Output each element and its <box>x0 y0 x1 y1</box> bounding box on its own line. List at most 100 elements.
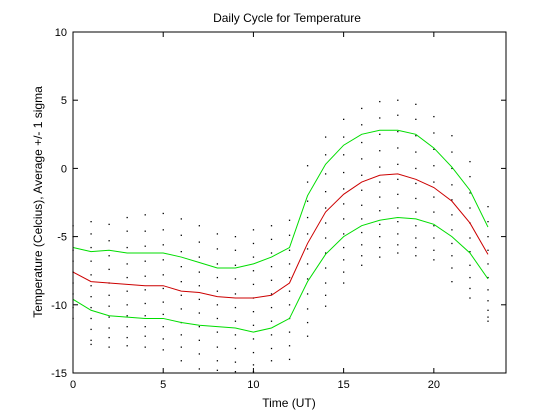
scatter-point <box>270 347 273 350</box>
scatter-point <box>162 244 164 246</box>
scatter-point <box>252 283 255 286</box>
scatter-point <box>90 285 92 287</box>
scatter-point <box>415 182 417 185</box>
y-axis-label: Temperature (Celcius), Average +/- 1 sig… <box>31 86 45 318</box>
scatter-point <box>487 300 489 302</box>
scatter-point <box>433 115 435 118</box>
scatter-point <box>126 216 128 219</box>
scatter-point <box>90 233 92 235</box>
scatter-point <box>198 368 200 370</box>
scatter-point <box>324 173 327 175</box>
scatter-point <box>487 320 489 322</box>
scatter-point <box>343 271 345 273</box>
plot-marks <box>72 99 489 373</box>
scatter-point <box>216 304 219 306</box>
scatter-point <box>379 223 381 226</box>
scatter-point <box>252 256 255 258</box>
scatter-point <box>216 263 219 265</box>
y-tick-label: -15 <box>51 368 67 380</box>
scatter-point <box>343 203 345 205</box>
scatter-point <box>324 237 327 239</box>
scatter-point <box>343 136 345 138</box>
scatter-point <box>90 260 92 262</box>
scatter-point <box>306 216 309 219</box>
scatter-point <box>234 334 237 336</box>
scatter-point <box>306 263 309 265</box>
scatter-point <box>216 290 219 292</box>
scatter-point <box>306 248 309 250</box>
scatter-point <box>487 221 489 223</box>
scatter-point <box>198 353 200 355</box>
scatter-point <box>451 255 453 257</box>
scatter-point <box>126 230 128 232</box>
scatter-point <box>379 133 381 135</box>
scatter-point <box>361 244 363 246</box>
scatter-point <box>469 297 471 299</box>
scatter-point <box>324 207 327 209</box>
scatter-point <box>361 158 363 160</box>
scatter-point <box>433 181 435 183</box>
scatter-point <box>180 360 182 362</box>
scatter-point <box>487 263 489 265</box>
scatter-point <box>198 285 200 287</box>
scatter-point <box>162 349 164 351</box>
scatter-point <box>433 148 435 150</box>
scatter-point <box>487 236 489 238</box>
scatter-point <box>198 241 200 243</box>
scatter-point <box>451 151 453 153</box>
scatter-point <box>144 230 146 232</box>
scatter-point <box>451 214 453 216</box>
scatter-point <box>379 210 381 212</box>
axis-ticks: 0 5 10 15 20 -15 -10 -5 0 5 10 <box>51 27 506 391</box>
y-tick-label: 5 <box>61 95 67 107</box>
scatter-point <box>397 130 399 133</box>
scatter-point <box>415 135 417 137</box>
scatter-point <box>198 225 200 227</box>
scatter-point <box>324 294 327 296</box>
scatter-point <box>324 267 327 269</box>
scatter-point <box>108 305 110 307</box>
scatter-point <box>162 313 164 316</box>
scatter-point <box>108 268 110 271</box>
scatter-point <box>198 271 200 273</box>
scatter-point <box>108 240 110 242</box>
scatter-point <box>270 306 273 309</box>
scatter-point <box>451 267 453 269</box>
scatter-point <box>126 345 128 347</box>
scatter-point <box>379 256 381 258</box>
scatter-point <box>108 255 110 257</box>
scatter-point <box>144 346 146 348</box>
x-tick-label: 20 <box>428 379 440 391</box>
scatter-point <box>487 205 489 208</box>
scatter-point <box>162 326 164 328</box>
scatter-point <box>288 290 291 292</box>
scatter-point <box>162 212 164 215</box>
scatter-point <box>306 278 309 280</box>
scatter-point <box>270 238 273 241</box>
scatter-point <box>162 274 164 276</box>
scatter-point <box>90 328 92 331</box>
scatter-point <box>90 306 92 309</box>
scatter-point <box>234 347 237 350</box>
scatter-point <box>108 327 110 329</box>
scatter-point <box>90 343 92 346</box>
y-tick-label: -5 <box>57 232 67 244</box>
scatter-point <box>288 219 291 221</box>
scatter-point <box>288 263 291 265</box>
scatter-point <box>487 276 489 279</box>
scatter-point <box>451 229 453 231</box>
scatter-point <box>361 107 363 110</box>
scatter-point <box>379 117 381 119</box>
scatter-point <box>469 287 471 290</box>
average-line <box>72 173 489 299</box>
scatter-point <box>415 151 417 153</box>
y-tick-label: 0 <box>61 163 67 175</box>
scatter-point <box>216 369 219 371</box>
scatter-point <box>198 312 200 314</box>
scatter-point <box>90 221 92 223</box>
scatter-point <box>252 364 255 366</box>
scatter-point <box>487 289 489 291</box>
scatter-point <box>288 304 291 306</box>
scatter-point <box>216 346 219 348</box>
scatter-point <box>180 308 182 310</box>
